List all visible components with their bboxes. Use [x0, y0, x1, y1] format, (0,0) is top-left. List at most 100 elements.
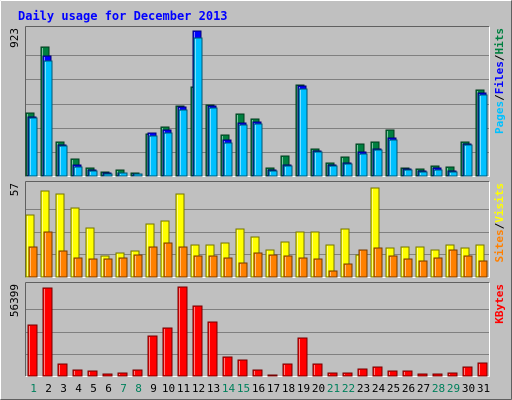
bar-pages-day-3 — [58, 145, 68, 177]
bar-sites-day-14 — [223, 257, 233, 278]
bar-kbytes-day-2 — [42, 287, 53, 377]
bar-pages-day-26 — [403, 169, 413, 177]
bar-pages-day-30 — [463, 144, 473, 177]
bar-sites-day-13 — [208, 255, 218, 278]
legend-entry: Files — [493, 61, 506, 94]
bar-pages-day-1 — [28, 117, 38, 177]
x-tick-label-day-23: 23 — [357, 382, 370, 395]
bar-sites-day-27 — [418, 260, 428, 278]
bar-kbytes-day-12 — [192, 305, 203, 377]
bar-pages-day-14 — [223, 142, 233, 177]
x-tick-label-day-3: 3 — [60, 382, 67, 395]
legend-separator: / — [493, 222, 506, 229]
bar-pages-day-19 — [298, 88, 308, 177]
bar-sites-day-18 — [283, 255, 293, 278]
bar-sites-day-7 — [118, 257, 128, 278]
bar-pages-day-25 — [388, 139, 398, 177]
bar-kbytes-day-18 — [282, 363, 293, 377]
bar-kbytes-day-4 — [72, 369, 83, 377]
x-tick-label-day-5: 5 — [90, 382, 97, 395]
bar-sites-day-19 — [298, 257, 308, 278]
legend-entry: Sites — [493, 229, 506, 262]
bar-kbytes-day-29 — [447, 372, 458, 377]
x-tick-label-day-25: 25 — [387, 382, 400, 395]
bar-sites-day-28 — [433, 257, 443, 278]
bar-sites-day-2 — [43, 231, 53, 278]
bar-sites-day-9 — [148, 246, 158, 278]
legend-entry: Visits — [493, 183, 506, 223]
x-tick-label-day-27: 27 — [417, 382, 430, 395]
bar-pages-day-18 — [283, 165, 293, 177]
bar-pages-day-5 — [88, 170, 98, 177]
x-tick-label-day-28: 28 — [432, 382, 445, 395]
bar-kbytes-day-21 — [327, 372, 338, 377]
panel-visits-sites: 57 Sites/Visits — [8, 181, 506, 278]
bar-sites-day-23 — [358, 249, 368, 278]
bar-pages-day-23 — [358, 153, 368, 177]
panel-hits-files-pages: 923 Pages/Files/Hits — [8, 26, 506, 177]
bar-kbytes-day-1 — [27, 324, 38, 377]
bar-sites-day-21 — [328, 270, 338, 278]
bar-pages-day-4 — [73, 166, 83, 177]
bar-pages-day-2 — [43, 60, 53, 177]
x-tick-label-day-16: 16 — [252, 382, 265, 395]
bar-sites-day-26 — [403, 258, 413, 278]
x-tick-label-day-30: 30 — [462, 382, 475, 395]
bar-kbytes-day-16 — [252, 369, 263, 377]
bar-sites-day-25 — [388, 255, 398, 278]
bar-sites-day-11 — [178, 246, 188, 278]
x-tick-label-day-17: 17 — [267, 382, 280, 395]
x-tick-label-day-12: 12 — [192, 382, 205, 395]
bar-sites-day-15 — [238, 262, 248, 278]
x-tick-label-day-14: 14 — [222, 382, 236, 395]
bar-pages-day-8 — [133, 173, 143, 177]
panel-kbytes: 56399 KBytes — [8, 282, 506, 377]
panel-legend: Sites/Visits — [493, 183, 506, 263]
x-tick-label-day-2: 2 — [45, 382, 52, 395]
x-tick-label-day-7: 7 — [120, 382, 127, 395]
panel-legend: KBytes — [493, 284, 506, 324]
x-tick-label-day-15: 15 — [237, 382, 250, 395]
x-axis-tick-labels: 1 2 3 4 5 6 7 8 9 10 11 12 13 14 15 16 17 18 19 20 21 22 23 24 2… — [30, 382, 490, 395]
bar-pages-day-15 — [238, 124, 248, 177]
bar-kbytes-day-6 — [102, 373, 113, 377]
bar-sites-day-1 — [28, 246, 38, 278]
legend-separator: / — [493, 94, 506, 101]
x-tick-label-day-31: 31 — [477, 382, 490, 395]
bar-pages-day-21 — [328, 165, 338, 177]
plot-area — [25, 282, 490, 377]
chart-title: Daily usage for December 2013 — [18, 9, 228, 23]
x-tick-label-day-22: 22 — [342, 382, 355, 395]
legend-entry: KBytes — [493, 284, 506, 324]
x-tick-label-day-21: 21 — [327, 382, 340, 395]
bar-sites-day-12 — [193, 255, 203, 278]
y-axis-max-label: 923 — [8, 28, 21, 48]
bar-kbytes-day-28 — [432, 373, 443, 377]
x-tick-label-day-8: 8 — [135, 382, 142, 395]
bar-pages-day-31 — [478, 94, 488, 177]
bar-pages-day-22 — [343, 163, 353, 177]
legend-entry: Pages — [493, 101, 506, 134]
bar-pages-day-16 — [253, 123, 263, 177]
bar-sites-day-5 — [88, 258, 98, 278]
bar-pages-day-20 — [313, 151, 323, 177]
bar-kbytes-day-15 — [237, 359, 248, 377]
x-tick-label-day-29: 29 — [447, 382, 460, 395]
series-sites — [28, 231, 488, 278]
bar-sites-day-31 — [478, 260, 488, 278]
bar-kbytes-day-27 — [417, 373, 428, 377]
y-axis-max-label: 57 — [8, 183, 21, 196]
x-tick-label-day-26: 26 — [402, 382, 415, 395]
bar-kbytes-day-14 — [222, 356, 233, 377]
bar-sites-day-29 — [448, 249, 458, 278]
bar-kbytes-day-10 — [162, 327, 173, 377]
x-tick-label-day-20: 20 — [312, 382, 325, 395]
bar-pages-day-27 — [418, 171, 428, 177]
panel-legend: Pages/Files/Hits — [493, 28, 506, 134]
bar-pages-day-6 — [103, 173, 113, 177]
bar-kbytes-day-25 — [387, 370, 398, 377]
bar-pages-day-10 — [163, 132, 173, 177]
x-tick-label-day-19: 19 — [297, 382, 310, 395]
bar-pages-day-11 — [178, 109, 188, 177]
